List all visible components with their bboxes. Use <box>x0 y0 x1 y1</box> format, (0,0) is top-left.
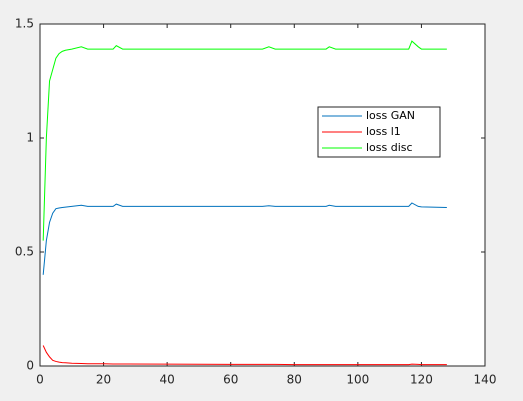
y-tick-label: 0.5 <box>15 245 34 259</box>
x-tick-label: 140 <box>474 373 497 387</box>
x-tick-label: 100 <box>346 373 369 387</box>
plot-area <box>40 24 485 366</box>
x-tick-label: 20 <box>96 373 111 387</box>
x-tick-label: 0 <box>36 373 44 387</box>
x-tick-label: 120 <box>410 373 433 387</box>
series-line <box>42 40 447 241</box>
y-tick-label: 1.5 <box>15 17 34 31</box>
y-tick-label: 1 <box>26 131 34 145</box>
x-tick-label: 80 <box>287 373 302 387</box>
x-tick-label: 40 <box>160 373 175 387</box>
y-tick-label: 0 <box>26 359 34 373</box>
legend: loss GAN loss l1 loss disc <box>317 106 441 158</box>
legend-label: loss disc <box>366 141 413 154</box>
axes-box <box>39 23 486 367</box>
series-line <box>42 345 447 366</box>
x-tick-label: 60 <box>223 373 238 387</box>
legend-label: loss GAN <box>366 109 415 122</box>
legend-label: loss l1 <box>366 125 401 138</box>
series-line <box>42 202 447 275</box>
